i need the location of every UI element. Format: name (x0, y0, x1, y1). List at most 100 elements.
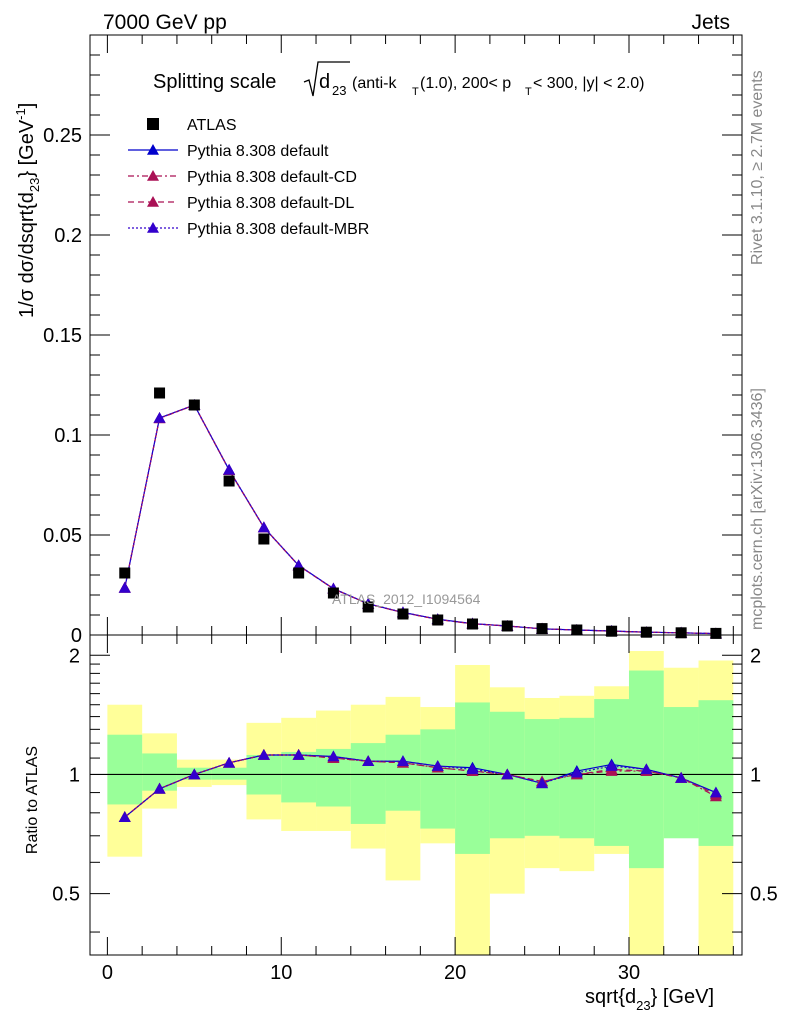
legend-marker-2 (147, 196, 159, 207)
atlas-data-point (536, 623, 548, 635)
ratio-y-tick-label: 2 (69, 645, 80, 667)
atlas-data-point (397, 608, 409, 620)
x-tick-label: 10 (270, 962, 292, 984)
ylabel-a: 1/σ dσ/dsqrt{d (16, 192, 38, 318)
xlabel-b: } [GeV] (651, 986, 714, 1008)
main-series-marker-3 (223, 463, 236, 475)
main-panel: 0 0.05 0.1 0.15 0.2 0.25 Splitting scale d 23… (13, 34, 743, 647)
main-series-marker-3 (257, 521, 270, 533)
ratio-axes: 0.5 0.51 12 20 10 20 30 (52, 635, 778, 984)
xlabel-sub: 23 (636, 998, 650, 1013)
ratio-series-marker-3 (362, 755, 375, 767)
main-y-tick-label: 0.25 (43, 125, 82, 147)
atlas-data-point (606, 625, 618, 637)
ratio-series-marker-3 (223, 756, 236, 768)
atlas-data-point (467, 618, 479, 630)
ylabel-sub: 23 (27, 178, 42, 192)
ratio-series-marker-3 (536, 777, 549, 789)
main-axes: 0 0.05 0.1 0.15 0.2 0.25 (43, 35, 742, 647)
ratio-series-marker-3 (153, 782, 166, 794)
title-tail2: (1.0), 200< p (420, 75, 511, 92)
atlas-data-point (223, 475, 235, 487)
atlas-data-point (258, 533, 270, 545)
x-axis-label: sqrt{d23} [GeV] (585, 986, 714, 1013)
ratio-frame (89, 634, 743, 956)
ratio-inner-band (281, 751, 317, 803)
ratio-series-marker-3 (431, 760, 444, 771)
ylabel-sup: -1 (13, 108, 28, 120)
main-y-tick-label: 0 (71, 625, 82, 647)
title-d-sub: 23 (332, 83, 346, 98)
ratio-inner-band (385, 734, 421, 811)
x-tick-label: 30 (618, 962, 640, 984)
ratio-series-marker-3 (292, 748, 305, 760)
main-y-tick-label: 0.05 (43, 525, 82, 547)
ylabel-c: ] (16, 103, 38, 109)
ratio-series-marker-3 (605, 760, 618, 771)
legend-label-0: Pythia 8.308 default (187, 143, 329, 160)
main-series-marker-3 (118, 581, 131, 593)
atlas-data-point (710, 627, 722, 639)
ratio-panel: 0.5 0.51 12 20 10 20 30 Ratio to ATLAS sqrt{d2… (24, 634, 778, 1013)
legend-marker-3 (147, 222, 159, 233)
x-tick-label: 0 (102, 962, 113, 984)
atlas-data-point (501, 620, 513, 632)
ratio-y-tick-label: 1 (69, 764, 80, 786)
legend-atlas-label: ATLAS (187, 117, 237, 134)
main-series-line-3 (124, 404, 716, 635)
chart-title: Splitting scale d 23 (anti-k T (1.0), 20… (153, 61, 645, 98)
mcplots-text: mcplots.cern.ch [arXiv:1306.3436] (749, 388, 766, 630)
ratio-series-marker-3 (501, 768, 514, 780)
legend: ATLAS Pythia 8.308 default Pythia 8.308 de… (128, 117, 369, 238)
atlas-data-point (571, 624, 583, 636)
ratio-series-line-3 (124, 754, 717, 818)
title-d: d (319, 71, 330, 93)
main-series-marker-3 (153, 412, 166, 423)
x-tick-label: 20 (444, 962, 466, 984)
ratio-series-marker-3 (118, 811, 131, 822)
sqrt-symbol (303, 61, 350, 97)
main-y-axis-label: 1/σ dσ/dsqrt{d23} [GeV-1] (13, 103, 42, 318)
xlabel-a: sqrt{d (585, 986, 636, 1008)
analysis-id-watermark: ATLAS_2012_I1094564 (332, 591, 481, 607)
ylabel-b: } [GeV (16, 119, 38, 177)
legend-label-1: Pythia 8.308 default-CD (187, 169, 357, 186)
ratio-series-marker-3 (188, 768, 201, 780)
title-tail-sub: T (412, 86, 419, 98)
title-tail1: (anti-k (352, 75, 397, 92)
ratio-y-tick-label: 0.5 (52, 884, 80, 906)
main-y-tick-label: 0.2 (54, 225, 82, 247)
ratio-series-marker-3 (640, 763, 653, 775)
ratio-y-tick-label-right: 1 (750, 764, 761, 786)
header-left-text: 7000 GeV pp (103, 11, 227, 34)
atlas-data-point (293, 567, 305, 579)
ratio-marks (90, 748, 742, 822)
title-prefix: Splitting scale (153, 71, 276, 93)
atlas-data-point (432, 614, 444, 626)
ratio-inner-band (420, 729, 456, 829)
atlas-data-point (119, 567, 131, 579)
atlas-data-point (188, 399, 200, 411)
ratio-y-tick-label-right: 2 (750, 645, 761, 667)
atlas-data-point (154, 387, 166, 399)
ratio-inner-band (107, 734, 143, 805)
atlas-data-point (675, 627, 687, 639)
ratio-series-marker-3 (396, 755, 409, 767)
ratio-series-marker-3 (466, 763, 479, 775)
legend-label-2: Pythia 8.308 default-DL (187, 195, 354, 212)
atlas-data-point (640, 626, 652, 638)
title-tail2-sub: T (525, 86, 532, 98)
ratio-inner-band (698, 700, 734, 846)
main-y-tick-label: 0.1 (54, 425, 82, 447)
legend-label-3: Pythia 8.308 default-MBR (187, 221, 369, 238)
ratio-y-axis-label: Ratio to ATLAS (24, 746, 41, 854)
ratio-series-marker-3 (257, 748, 270, 760)
ratio-series-marker-3 (675, 771, 688, 783)
ratio-inner-band (455, 702, 490, 854)
ratio-y-tick-label-right: 0.5 (750, 884, 778, 906)
atlas-data-point (327, 587, 339, 599)
ratio-inner-band (211, 767, 247, 780)
title-tail3: < 300, |y| < 2.0) (533, 75, 645, 92)
legend-marker-0 (147, 144, 159, 155)
